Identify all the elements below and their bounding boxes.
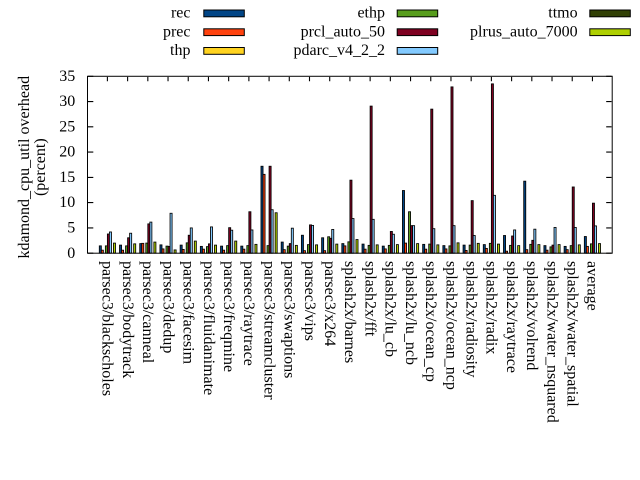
svg-text:splash2x/water_spatial: splash2x/water_spatial — [564, 261, 581, 407]
svg-text:splash2x/fft: splash2x/fft — [361, 261, 378, 337]
svg-text:parsec3/blackscholes: parsec3/blackscholes — [99, 261, 116, 396]
svg-text:splash2x/ocean_cp: splash2x/ocean_cp — [422, 261, 439, 382]
svg-text:parsec3/dedup: parsec3/dedup — [159, 261, 176, 353]
svg-text:ttmo: ttmo — [548, 5, 577, 22]
svg-text:35: 35 — [59, 68, 75, 85]
svg-text:splash2x/barnes: splash2x/barnes — [341, 261, 358, 363]
svg-text:(percent): (percent) — [32, 138, 49, 196]
svg-text:15: 15 — [59, 169, 75, 186]
svg-text:parsec3/fluidanimate: parsec3/fluidanimate — [200, 261, 217, 395]
svg-text:pdarc_v4_2_2: pdarc_v4_2_2 — [293, 42, 385, 59]
svg-text:parsec3/canneal: parsec3/canneal — [139, 261, 156, 364]
svg-text:parsec3/x264: parsec3/x264 — [321, 261, 338, 346]
svg-text:prec: prec — [163, 23, 191, 40]
svg-text:25: 25 — [59, 118, 75, 135]
svg-text:5: 5 — [67, 220, 75, 237]
svg-text:splash2x/radiosity: splash2x/radiosity — [462, 261, 479, 377]
svg-text:thp: thp — [170, 42, 190, 59]
svg-text:parsec3/streamcluster: parsec3/streamcluster — [260, 261, 277, 400]
svg-text:prcl_auto_50: prcl_auto_50 — [301, 23, 385, 40]
svg-text:parsec3/facesim: parsec3/facesim — [180, 261, 197, 365]
svg-text:splash2x/lu_cb: splash2x/lu_cb — [382, 261, 399, 357]
svg-text:parsec3/vips: parsec3/vips — [301, 261, 318, 341]
svg-text:0: 0 — [67, 245, 75, 262]
svg-text:splash2x/ocean_ncp: splash2x/ocean_ncp — [442, 261, 459, 390]
svg-text:average: average — [584, 261, 601, 311]
svg-text:parsec3/freqmine: parsec3/freqmine — [220, 261, 237, 372]
svg-text:parsec3/swaptions: parsec3/swaptions — [281, 261, 298, 378]
svg-text:splash2x/raytrace: splash2x/raytrace — [503, 261, 520, 373]
svg-text:parsec3/raytrace: parsec3/raytrace — [240, 261, 257, 366]
svg-text:plrus_auto_7000: plrus_auto_7000 — [470, 23, 578, 40]
svg-text:ethp: ethp — [357, 5, 385, 22]
svg-text:10: 10 — [59, 194, 75, 211]
svg-text:splash2x/lu_ncb: splash2x/lu_ncb — [402, 261, 419, 365]
svg-text:30: 30 — [59, 93, 75, 110]
svg-text:parsec3/bodytrack: parsec3/bodytrack — [119, 261, 136, 378]
svg-text:kdamond_cpu_util overhead: kdamond_cpu_util overhead — [16, 76, 33, 259]
svg-text:splash2x/water_nsquared: splash2x/water_nsquared — [543, 261, 560, 423]
svg-text:splash2x/volrend: splash2x/volrend — [523, 261, 540, 370]
svg-text:rec: rec — [171, 5, 191, 22]
svg-text:splash2x/radix: splash2x/radix — [483, 261, 500, 354]
svg-text:20: 20 — [59, 144, 75, 161]
